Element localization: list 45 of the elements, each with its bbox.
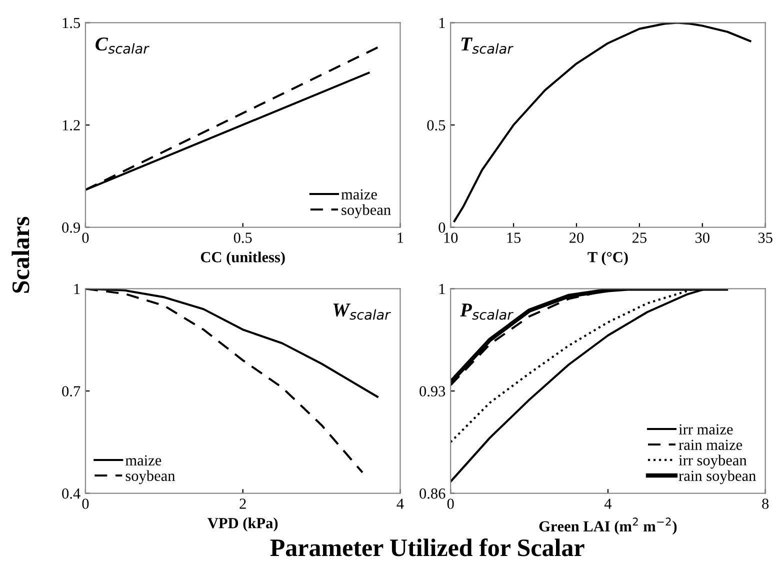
y-tick-label: 0.4 bbox=[62, 488, 80, 499]
y-tick-label: 1 bbox=[439, 284, 445, 294]
y-tick-label: 0.93 bbox=[420, 386, 446, 396]
x-tick-label: 4 bbox=[396, 498, 404, 509]
legend-label: soybean bbox=[126, 470, 176, 484]
y-tick-label: 0.9 bbox=[62, 222, 80, 233]
y-tick-label: 1 bbox=[74, 284, 80, 294]
legend-label: irr soybean bbox=[678, 454, 747, 469]
legend-label: maize bbox=[341, 189, 377, 200]
x-tick-label: 0 bbox=[82, 232, 89, 243]
annotation: W$_{scalar}$ bbox=[333, 304, 391, 320]
x-tick-label: 2 bbox=[240, 498, 246, 509]
y-tick-label: 0.7 bbox=[62, 386, 80, 396]
y-tick-label: 1.5 bbox=[62, 18, 80, 28]
y-tick-label: 0.86 bbox=[420, 488, 446, 499]
x-tick-label: 1 bbox=[398, 232, 404, 243]
x-axis-title: T (°C) bbox=[588, 252, 628, 266]
x-tick-label: 10 bbox=[444, 232, 458, 243]
x-axis-title: VPD (kPa) bbox=[208, 518, 278, 532]
x-tick-label: 15 bbox=[507, 232, 521, 243]
legend-label: irr maize bbox=[678, 424, 733, 435]
y-tick-label: 0.5 bbox=[427, 120, 446, 131]
x-tick-label: 0.5 bbox=[234, 232, 252, 243]
legend-label: rain soybean bbox=[678, 470, 756, 484]
x-tick-label: 30 bbox=[695, 232, 710, 243]
x-tick-label: 8 bbox=[762, 498, 769, 509]
legend-label: soybean bbox=[342, 204, 391, 218]
text: Scalars bbox=[12, 216, 30, 293]
x-tick-label: 0 bbox=[447, 498, 454, 509]
annotation: T$_{scalar}$ bbox=[461, 38, 514, 54]
y-tick-label: 1 bbox=[439, 18, 445, 28]
text: Parameter Utilized for Scalar bbox=[270, 538, 584, 556]
x-tick-label: 0 bbox=[82, 498, 89, 509]
x-axis-title: Green LAI (m$^{2}$ m$^{−2}$) bbox=[539, 518, 677, 535]
legend-label: rain maize bbox=[678, 440, 742, 450]
legend-label: maize bbox=[126, 455, 162, 466]
x-tick-label: 35 bbox=[758, 232, 772, 243]
annotation: P$_{scalar}$ bbox=[460, 304, 514, 320]
y-tick-label: 0 bbox=[438, 222, 446, 233]
x-tick-label: 4 bbox=[604, 498, 612, 509]
x-tick-label: 20 bbox=[570, 232, 584, 243]
x-tick-label: 25 bbox=[632, 232, 646, 243]
y-tick-label: 1.2 bbox=[62, 120, 80, 131]
annotation: C$_{scalar}$ bbox=[96, 37, 150, 54]
x-axis-title: CC (unitless) bbox=[200, 252, 285, 266]
